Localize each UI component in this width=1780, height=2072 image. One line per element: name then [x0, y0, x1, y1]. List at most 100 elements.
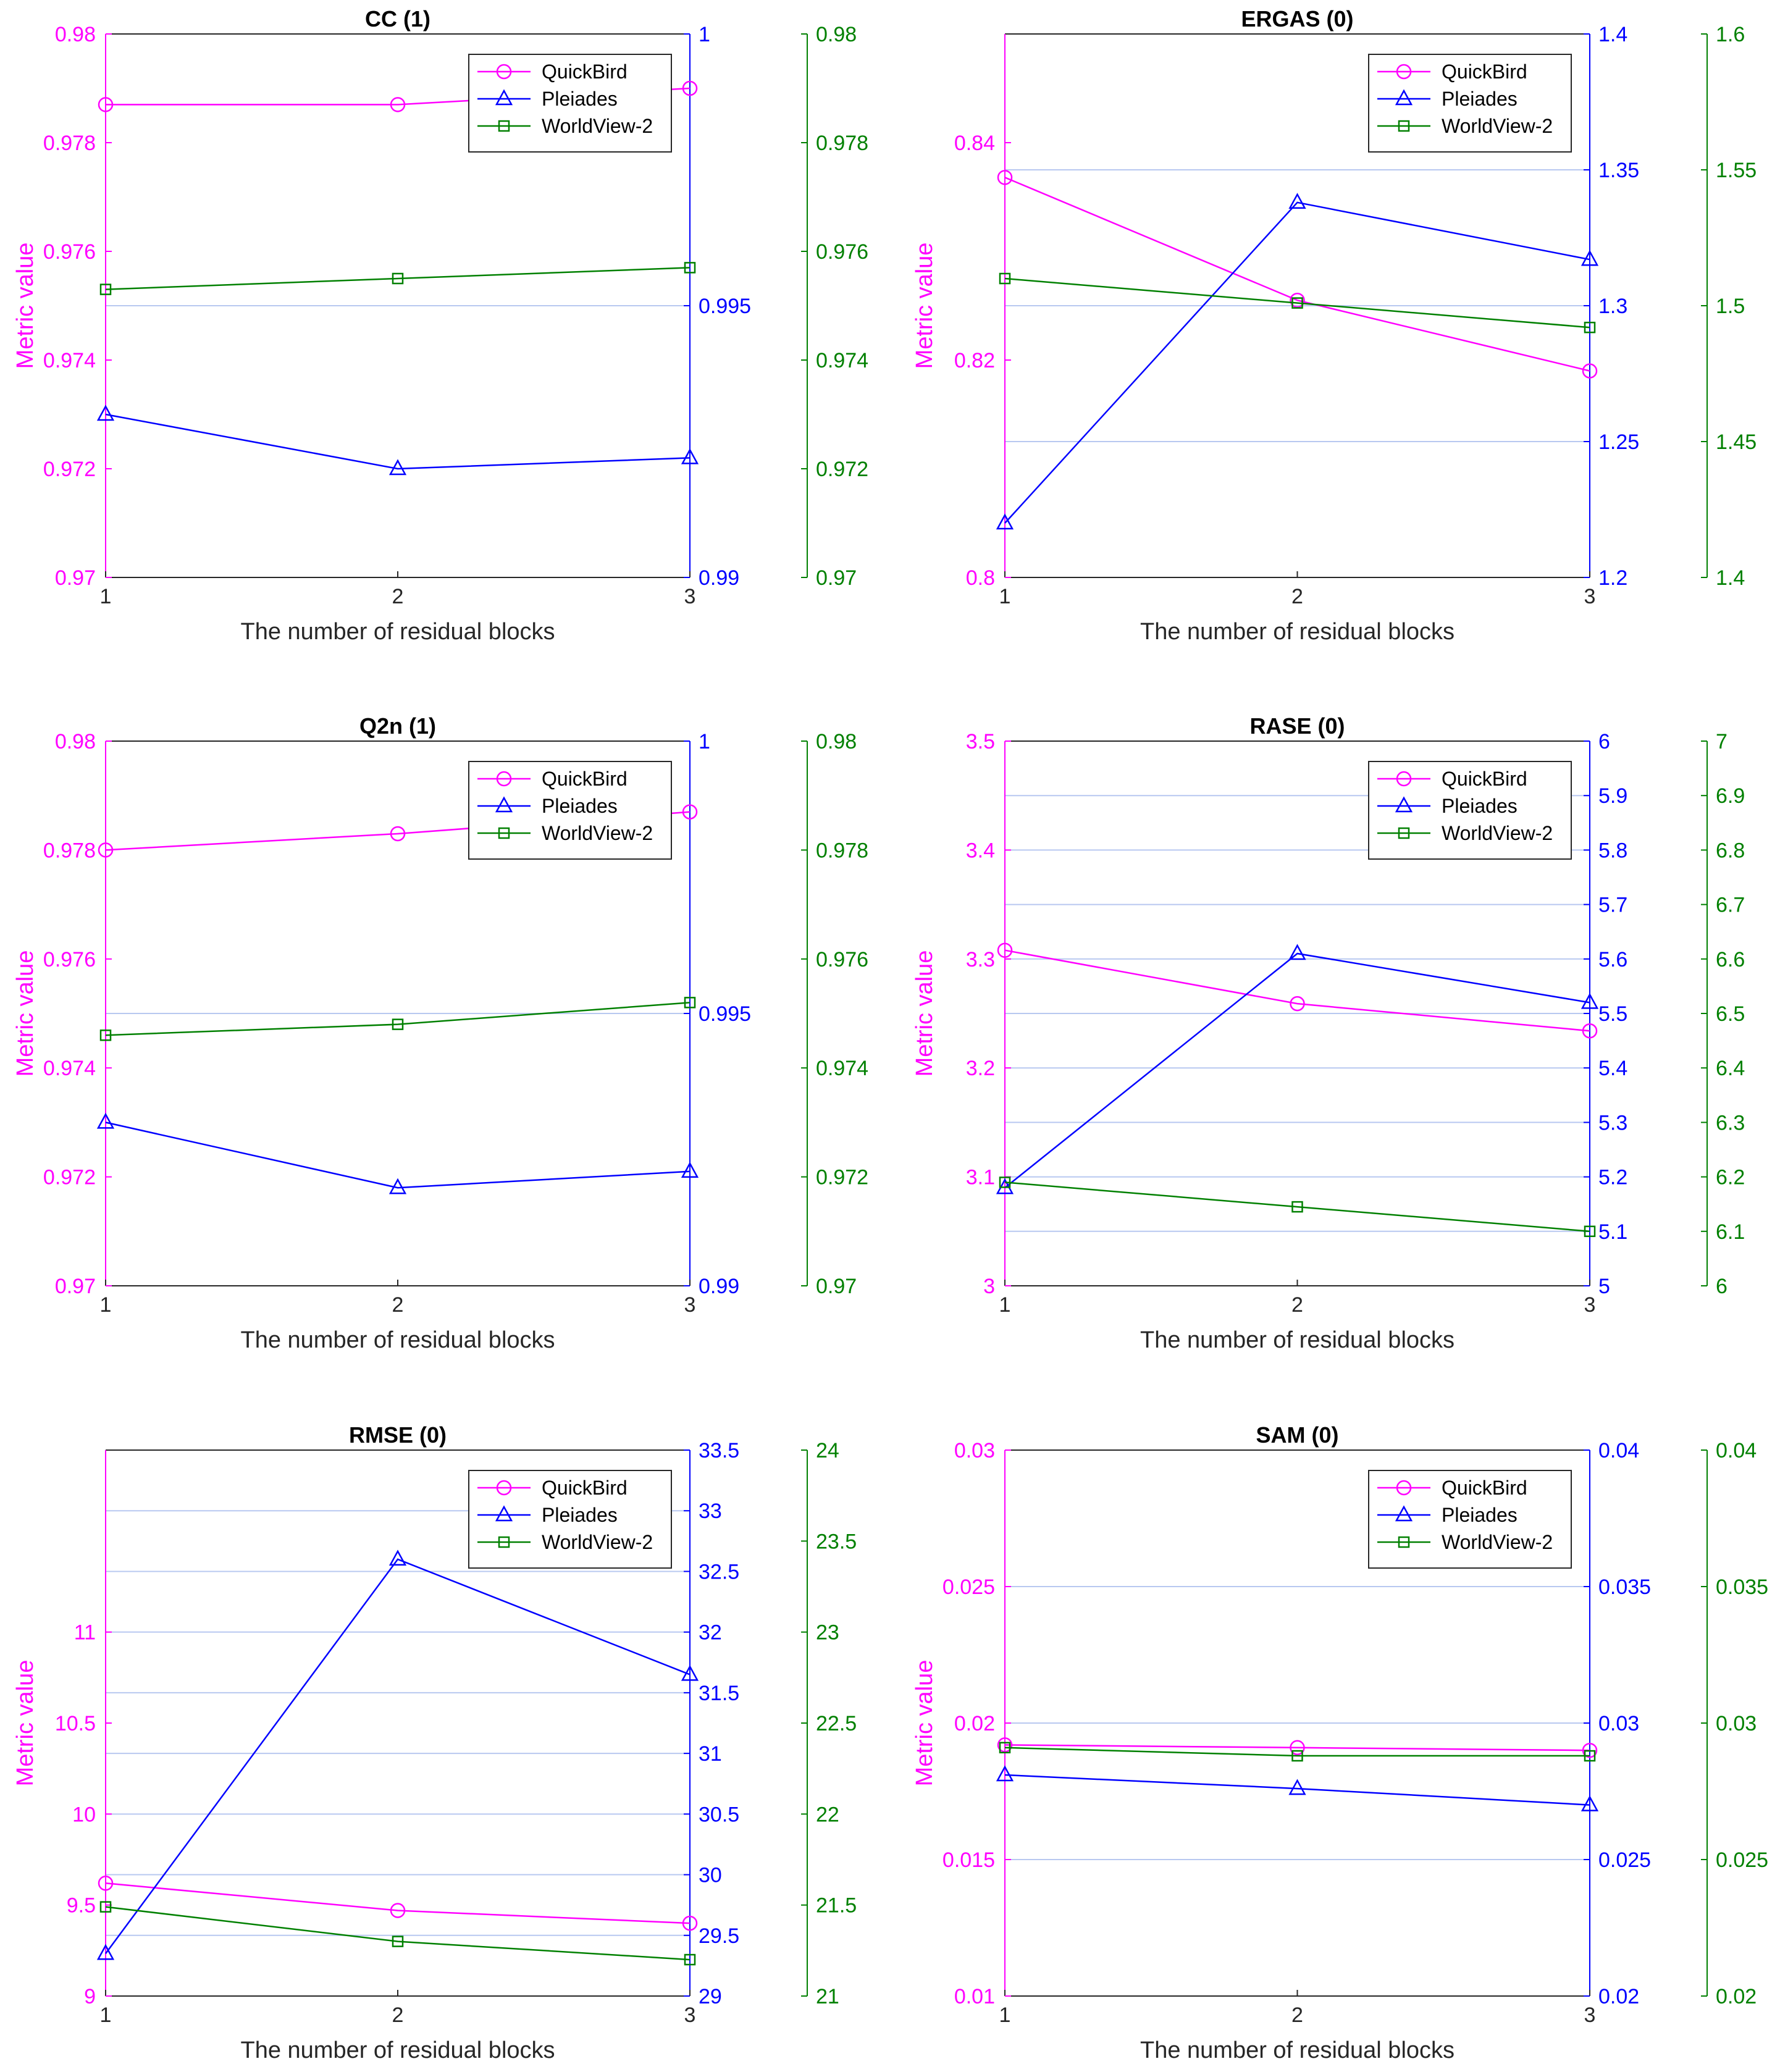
- y-tick-label-right: 0.035: [1598, 1575, 1651, 1599]
- chart-title: Q2n (1): [359, 713, 436, 739]
- y-tick-label-right: 5: [1598, 1275, 1610, 1298]
- legend-label-worldview-2: WorldView-2: [542, 1531, 653, 1553]
- legend-label-pleiades: Pleiades: [1442, 795, 1518, 817]
- x-tick-label: 3: [1584, 585, 1596, 608]
- x-tick-label: 3: [684, 2003, 696, 2027]
- y-tick-label-left: 3.4: [966, 839, 995, 862]
- y-tick-label-right: 33: [699, 1499, 722, 1523]
- y-tick-label-right-2: 6.3: [1716, 1111, 1745, 1135]
- y-tick-label-right: 29.5: [699, 1924, 739, 1948]
- y-tick-label-left: 3.5: [966, 730, 995, 753]
- y-tick-label-left: 0.03: [954, 1439, 995, 1462]
- y-tick-label-right-2: 22.5: [816, 1712, 857, 1735]
- legend-marker-worldview-2: [498, 120, 510, 132]
- series-line-worldview-2: [105, 1906, 691, 1961]
- y-tick-label-left: 0.97: [55, 566, 96, 590]
- chart-title: CC (1): [365, 6, 430, 31]
- legend-marker-quickbird: [496, 771, 512, 787]
- data-point-worldview-2: [1584, 1750, 1596, 1762]
- x-axis-label: The number of residual blocks: [1140, 2037, 1455, 2063]
- legend-marker-quickbird: [1396, 771, 1412, 787]
- y-tick-label-left: 0.972: [43, 1166, 96, 1189]
- legend-label-quickbird: QuickBird: [542, 1477, 628, 1499]
- data-point-worldview-2: [1584, 321, 1596, 333]
- chart-panel-cc-1: 1 2 3 0.97 0.972 0.974 0.976 0.978 0.98 0.99 0.995…: [12, 6, 868, 645]
- y-tick-label-left: 11: [74, 1621, 96, 1645]
- y-tick-label-right: 1.4: [1598, 23, 1627, 46]
- y-axis-label: Metric value: [912, 243, 938, 369]
- x-axis-label: The number of residual blocks: [240, 1327, 555, 1353]
- legend-label-worldview-2: WorldView-2: [1442, 115, 1553, 137]
- data-point-quickbird: [682, 1915, 698, 1931]
- y-tick-label-right-2: 1.6: [1716, 23, 1745, 46]
- data-point-worldview-2: [1291, 1750, 1303, 1762]
- data-point-quickbird: [997, 942, 1013, 958]
- y-tick-label-left: 0.02: [954, 1712, 995, 1735]
- chart-panel-q2n-1: 1 2 3 0.97 0.972 0.974 0.976 0.978 0.98 0.99 0.995…: [12, 713, 868, 1353]
- y-tick-label-right: 5.3: [1598, 1111, 1627, 1135]
- data-point-quickbird: [390, 1903, 406, 1918]
- y-tick-label-right-2: 6.1: [1716, 1220, 1745, 1244]
- data-point-worldview-2: [1291, 1201, 1303, 1213]
- legend-box: [468, 1470, 672, 1569]
- y-tick-label-right-2: 0.98: [816, 23, 857, 46]
- x-axis-label: The number of residual blocks: [1140, 1327, 1455, 1353]
- y-axis-label: Metric value: [912, 950, 938, 1077]
- x-tick-label: 1: [999, 2003, 1011, 2027]
- data-point-pleiades: [1581, 1795, 1599, 1811]
- data-point-worldview-2: [1291, 297, 1303, 309]
- data-point-quickbird: [1582, 363, 1598, 379]
- series-line-pleiades: [105, 413, 691, 470]
- y-tick-label-left: 0.8: [966, 566, 995, 590]
- data-point-pleiades: [1288, 193, 1306, 209]
- y-tick-label-right: 0.02: [1598, 1985, 1639, 2008]
- legend-box: [1368, 761, 1572, 860]
- y-tick-label-right: 5.5: [1598, 1002, 1627, 1026]
- legend-marker-worldview-2: [1398, 827, 1410, 839]
- legend-label-quickbird: QuickBird: [1442, 61, 1527, 83]
- data-point-quickbird: [682, 804, 698, 820]
- y-tick-label-right-2: 0.976: [816, 948, 868, 971]
- legend-marker-quickbird: [496, 1480, 512, 1496]
- y-tick-label-right-2: 0.974: [816, 349, 868, 372]
- legend: QuickBird Pleiades WorldView-2: [1368, 761, 1572, 860]
- data-point-worldview-2: [999, 1742, 1011, 1754]
- data-point-quickbird: [390, 97, 406, 112]
- series-line-quickbird: [1004, 177, 1590, 372]
- data-point-pleiades: [996, 513, 1014, 530]
- legend-label-pleiades: Pleiades: [1442, 88, 1518, 110]
- data-point-pleiades: [1288, 944, 1306, 960]
- data-point-worldview-2: [99, 283, 112, 295]
- data-point-quickbird: [390, 826, 406, 842]
- y-tick-label-right: 32.5: [699, 1560, 739, 1583]
- series-line-pleiades: [105, 1122, 691, 1189]
- series-line-pleiades: [1004, 201, 1590, 524]
- y-tick-label-right-2: 21: [816, 1985, 839, 2008]
- chart-panel-ergas-0: 1 2 3 0.8 0.82 0.84 1.2 1.25 1.3 1.35 1.4 1.4 1.45 1.…: [912, 6, 1757, 645]
- series-line-pleiades: [104, 1558, 691, 1954]
- y-tick-label-right: 1.2: [1598, 566, 1627, 590]
- legend: QuickBird Pleiades WorldView-2: [1368, 54, 1572, 153]
- data-point-pleiades: [388, 459, 407, 476]
- series-line-worldview-2: [1004, 1181, 1590, 1233]
- y-tick-label-right: 1: [699, 730, 710, 753]
- legend-box: [468, 54, 672, 153]
- legend-label-pleiades: Pleiades: [542, 795, 618, 817]
- data-point-quickbird: [1290, 292, 1305, 308]
- x-tick-label: 2: [1291, 585, 1303, 608]
- y-tick-label-right-2: 7: [1716, 730, 1728, 753]
- y-tick-label-left: 0.82: [954, 349, 995, 372]
- data-point-quickbird: [98, 1876, 114, 1891]
- y-tick-label-right-2: 6.5: [1716, 1002, 1745, 1026]
- legend-label-worldview-2: WorldView-2: [1442, 1531, 1553, 1553]
- data-point-pleiades: [681, 1664, 699, 1681]
- y-tick-label-right-2: 0.978: [816, 839, 868, 862]
- legend-label-quickbird: QuickBird: [1442, 768, 1527, 790]
- series-line-worldview-2: [105, 1002, 691, 1036]
- x-tick-label: 3: [1584, 1293, 1596, 1317]
- y-tick-label-right-2: 0.04: [1716, 1439, 1757, 1462]
- legend-label-quickbird: QuickBird: [542, 768, 628, 790]
- legend-marker-quickbird: [1396, 64, 1412, 80]
- y-tick-label-right: 0.995: [699, 295, 751, 318]
- y-tick-label-right-2: 6.8: [1716, 839, 1745, 862]
